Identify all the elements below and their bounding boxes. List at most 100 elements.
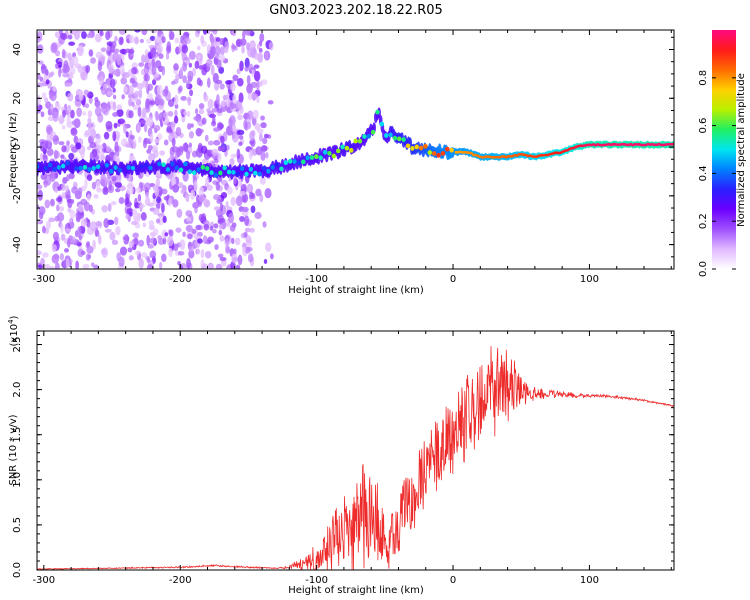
spectrogram-ridge-core <box>213 172 219 178</box>
spectrogram-noise-blob <box>185 210 193 217</box>
spectrogram-noise-blob <box>258 47 263 53</box>
spectrogram-noise-blob <box>148 220 154 226</box>
spectrogram-noise-blob <box>213 139 221 146</box>
spectrogram-noise-blob <box>236 68 241 75</box>
spectrogram-noise-blob <box>58 67 62 78</box>
spectrogram-noise-blob <box>84 130 91 136</box>
spectrogram-noise-blob <box>212 115 216 125</box>
spectrogram-noise-blob <box>104 176 111 186</box>
spectrogram-noise-blob <box>157 215 165 226</box>
spectrogram-noise-blob <box>128 110 134 119</box>
spectrogram-noise-blob <box>256 80 260 92</box>
spectrogram-ridge-core <box>56 165 62 170</box>
spectrogram-noise-blob <box>149 237 157 244</box>
spectrogram-noise-blob <box>174 37 180 44</box>
spectrogram-noise-blob <box>192 201 199 209</box>
spectrogram-noise-blob <box>172 184 180 193</box>
spectrogram-noise-blob <box>237 77 244 87</box>
spectrogram-noise-blob <box>101 247 108 258</box>
spectrogram-ridge-core <box>170 161 175 167</box>
spectrogram-noise-blob <box>97 60 103 72</box>
spectrogram-noise-blob <box>256 96 260 104</box>
snr-x-tick-label: 100 <box>580 575 599 586</box>
spectrogram-noise-blob <box>198 108 205 115</box>
spectrogram-noise-blob <box>61 125 66 130</box>
spectrogram-noise-blob <box>71 186 79 194</box>
spectrogram-noise-blob <box>148 224 155 231</box>
spectrogram-noise-blob <box>202 235 208 244</box>
spectrogram-noise-blob <box>196 77 202 86</box>
spectrogram-noise-blob <box>149 133 154 144</box>
spectrogram-noise-blob <box>239 38 247 46</box>
spectrogram-noise-blob <box>95 51 103 59</box>
spectrogram-noise-blob <box>80 218 88 228</box>
spectrogram-noise-blob <box>249 191 254 200</box>
spectrogram-noise-blob <box>70 127 78 136</box>
spectrogram-noise-blob <box>201 67 208 76</box>
spectrogram-noise-blob <box>159 261 163 269</box>
spectrogram-noise-blob <box>260 122 267 129</box>
spectrogram-noise-blob <box>107 203 112 212</box>
spectrogram-noise-blob <box>137 193 142 202</box>
spectrogram-ridge-core <box>379 121 385 127</box>
spectrogram-noise-blob <box>60 154 65 159</box>
snr-x-label: Height of straight line (km) <box>288 585 424 596</box>
spectrogram-noise-blob <box>231 123 236 133</box>
spectrogram-noise-blob <box>66 120 74 129</box>
spectrogram-x-tick-label: -100 <box>305 274 328 285</box>
spectrogram-ridge-core <box>126 165 131 170</box>
spectrogram-noise-blob <box>186 111 191 118</box>
spectrogram-noise-blob <box>112 101 117 111</box>
spectrogram-ridge-core <box>414 144 419 150</box>
spectrogram-noise-blob <box>114 216 119 226</box>
spectrogram-noise-blob <box>91 181 97 190</box>
spectrogram-noise-blob <box>92 239 96 250</box>
spectrogram-noise-blob <box>112 131 117 142</box>
spectrogram-noise-blob <box>254 211 262 220</box>
spectrogram-noise-blob <box>249 227 255 233</box>
spectrogram-ridge-core <box>43 165 48 171</box>
spectrogram-ridge-core <box>87 167 92 172</box>
spectrogram-noise-blob <box>186 257 191 269</box>
spectrogram-noise-blob <box>81 31 87 39</box>
spectrogram-noise-blob <box>219 202 223 212</box>
spectrogram-noise-blob <box>94 106 102 117</box>
spectrogram-noise-blob <box>220 191 228 199</box>
spectrogram-noise-blob <box>215 94 220 105</box>
spectrogram-noise-blob <box>99 30 104 37</box>
spectrogram-noise-blob <box>162 112 168 119</box>
spectrogram-noise-blob <box>231 252 238 264</box>
spectrogram-noise-blob <box>95 220 102 227</box>
spectrogram-ridge-core <box>135 168 140 173</box>
spectrogram-noise-blob <box>173 243 179 252</box>
spectrogram-noise-blob <box>45 101 52 110</box>
spectrogram-noise-blob <box>45 79 50 85</box>
spectrogram-noise-blob <box>149 250 157 259</box>
spectrogram-noise-blob <box>101 205 109 213</box>
spectrogram-noise-blob <box>175 46 180 55</box>
spectrogram-noise-blob <box>119 246 128 256</box>
spectrogram-noise-blob <box>146 234 151 246</box>
spectrogram-noise-blob <box>201 263 209 269</box>
spectrogram-noise-blob <box>242 30 246 40</box>
spectrogram-noise-blob <box>209 46 216 57</box>
colorbar-label: Normalized spectral amplitude <box>736 73 747 227</box>
spectrogram-noise-blob <box>214 45 221 56</box>
spectrogram-noise-blob <box>168 247 173 258</box>
spectrogram-noise-blob <box>101 142 107 154</box>
spectrogram-noise-blob <box>112 94 117 100</box>
spectrogram-noise-blob <box>41 92 47 100</box>
spectrogram-noise-blob <box>270 253 274 260</box>
spectrogram-noise-blob <box>85 64 91 73</box>
spectrogram-noise-blob <box>111 40 117 49</box>
spectrogram-ridge-core <box>296 160 302 166</box>
spectrogram-ridge-core <box>436 152 441 158</box>
spectrogram-noise-blob <box>52 86 57 92</box>
spectrogram-noise-blob <box>151 79 157 86</box>
spectrogram-noise-blob <box>70 199 75 205</box>
spectrogram-ridge-core <box>139 164 144 170</box>
spectrogram-noise-blob <box>82 111 87 116</box>
spectrogram-noise-blob <box>174 109 178 118</box>
spectrogram-noise-blob <box>188 246 195 252</box>
